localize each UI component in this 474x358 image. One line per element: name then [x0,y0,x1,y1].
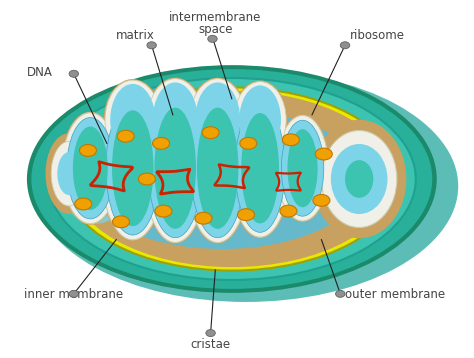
Ellipse shape [101,97,164,240]
Ellipse shape [46,133,93,214]
Ellipse shape [234,82,286,158]
Ellipse shape [280,205,297,217]
Ellipse shape [112,216,129,228]
Text: cristae: cristae [191,338,231,351]
Ellipse shape [34,70,458,302]
Ellipse shape [282,120,324,216]
Ellipse shape [144,94,207,243]
Ellipse shape [57,152,81,195]
Ellipse shape [80,145,96,156]
Ellipse shape [106,101,160,235]
Ellipse shape [275,114,330,222]
Ellipse shape [313,194,330,206]
Ellipse shape [112,110,154,226]
Text: intermembrane: intermembrane [169,11,262,24]
Ellipse shape [153,137,170,149]
Ellipse shape [81,109,364,249]
Ellipse shape [75,198,92,210]
Ellipse shape [147,42,156,49]
Ellipse shape [190,79,246,161]
Ellipse shape [100,96,166,241]
Ellipse shape [208,35,217,42]
Ellipse shape [67,117,114,219]
Ellipse shape [61,112,120,225]
Ellipse shape [312,120,406,238]
Ellipse shape [29,67,435,291]
Ellipse shape [57,127,133,224]
Ellipse shape [186,94,249,243]
Ellipse shape [142,93,208,244]
Text: space: space [198,23,233,37]
Ellipse shape [277,115,328,221]
Ellipse shape [230,99,290,237]
Ellipse shape [64,87,399,271]
Text: inner membrane: inner membrane [24,289,123,301]
Ellipse shape [315,148,332,160]
Ellipse shape [155,205,172,217]
Ellipse shape [138,173,155,185]
Ellipse shape [73,126,108,210]
Ellipse shape [104,79,162,160]
Ellipse shape [331,144,387,214]
Ellipse shape [195,212,212,224]
Ellipse shape [235,104,285,232]
Ellipse shape [148,99,202,238]
Ellipse shape [117,130,134,142]
Text: ribosome: ribosome [350,29,405,42]
Ellipse shape [340,42,350,49]
Ellipse shape [185,93,251,244]
Ellipse shape [189,78,247,162]
Ellipse shape [110,84,155,156]
Ellipse shape [155,108,196,229]
Ellipse shape [195,82,240,157]
Ellipse shape [206,330,215,337]
Ellipse shape [71,91,393,267]
Ellipse shape [233,81,288,159]
Ellipse shape [202,127,219,139]
Ellipse shape [62,113,118,224]
Ellipse shape [191,99,245,238]
Ellipse shape [283,134,299,146]
Ellipse shape [69,70,79,77]
Ellipse shape [345,160,374,198]
Ellipse shape [69,290,79,297]
Ellipse shape [51,141,87,206]
Ellipse shape [239,86,281,154]
Ellipse shape [229,98,291,238]
Ellipse shape [241,113,279,223]
Text: matrix: matrix [116,29,155,42]
Ellipse shape [321,131,397,227]
Ellipse shape [197,108,238,229]
Ellipse shape [146,78,204,162]
Ellipse shape [287,129,318,207]
Ellipse shape [105,80,161,159]
Ellipse shape [237,209,255,221]
Text: outer membrane: outer membrane [345,289,445,301]
Ellipse shape [336,290,345,297]
Ellipse shape [240,137,257,149]
Ellipse shape [147,79,203,161]
Text: DNA: DNA [27,66,53,78]
Ellipse shape [153,82,198,157]
Ellipse shape [31,69,432,289]
Ellipse shape [48,78,416,280]
